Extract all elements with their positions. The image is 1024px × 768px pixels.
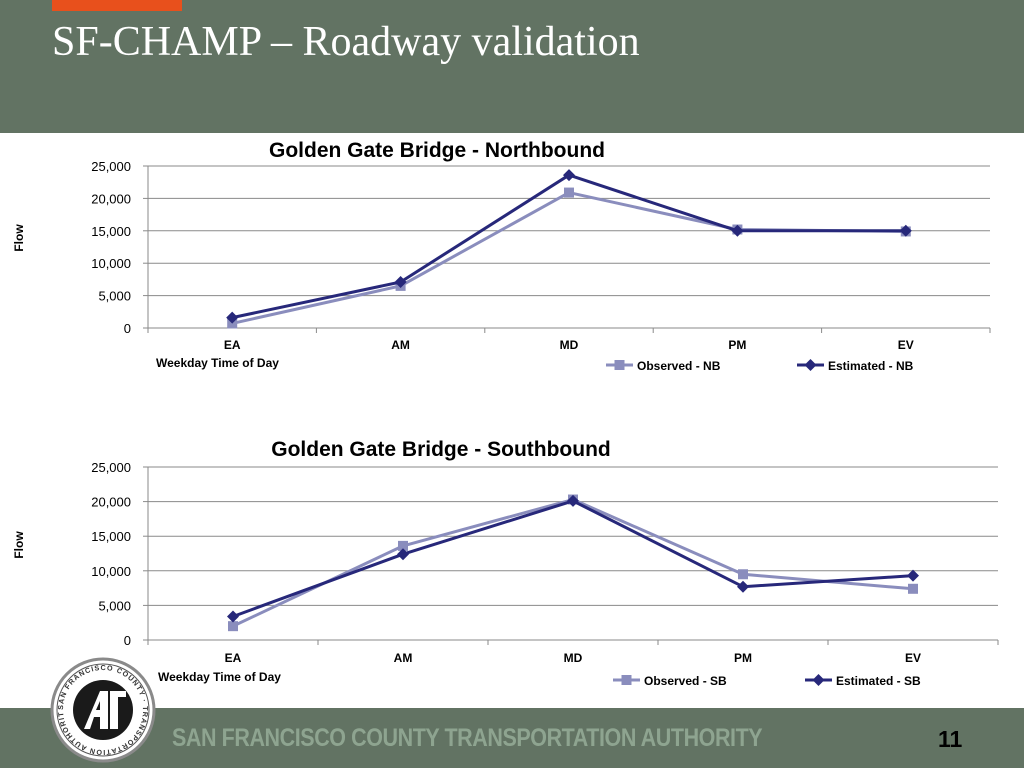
northbound-chart: Golden Gate Bridge - Northbound Flow 0 5,00… bbox=[12, 139, 991, 373]
y-tick-label: 10,000 bbox=[91, 256, 131, 271]
y-tick-label: 15,000 bbox=[91, 224, 131, 239]
sfcta-logo: SAN FRANCISCO COUNTY · TRANSPORTATION AU… bbox=[50, 657, 156, 763]
y-tick-label: 25,000 bbox=[91, 159, 131, 174]
data-point bbox=[908, 583, 918, 594]
y-axis-label: Flow bbox=[12, 224, 26, 252]
y-tick-label: 0 bbox=[124, 321, 131, 336]
x-axis-label: Weekday Time of Day bbox=[158, 670, 281, 684]
x-tick-label: PM bbox=[728, 338, 746, 352]
legend-marker bbox=[621, 675, 632, 685]
legend-label: Observed - SB bbox=[644, 674, 727, 688]
x-axis-label: Weekday Time of Day bbox=[156, 356, 279, 370]
x-tick-label: MD bbox=[560, 338, 579, 352]
legend-label: Estimated - NB bbox=[828, 359, 914, 373]
data-point bbox=[227, 610, 239, 623]
footer-banner bbox=[0, 708, 1024, 768]
chart-title: Golden Gate Bridge - Northbound bbox=[269, 139, 605, 162]
data-point bbox=[731, 224, 744, 237]
x-tick-label: EV bbox=[898, 338, 914, 352]
data-point bbox=[398, 540, 408, 551]
legend-label: Estimated - SB bbox=[836, 674, 921, 688]
data-point bbox=[563, 169, 575, 182]
data-point bbox=[397, 548, 409, 561]
y-tick-label: 25,000 bbox=[91, 460, 131, 475]
legend-marker bbox=[614, 360, 625, 370]
title-banner bbox=[0, 0, 1024, 133]
y-axis-label: Flow bbox=[12, 531, 26, 559]
y-tick-label: 20,000 bbox=[91, 191, 131, 206]
data-point bbox=[738, 569, 748, 580]
y-tick-label: 20,000 bbox=[91, 495, 131, 510]
data-point bbox=[567, 494, 579, 507]
footer-organization-name: SAN FRANCISCO COUNTY TRANSPORTATION AUTH… bbox=[172, 724, 763, 752]
y-tick-label: 10,000 bbox=[91, 564, 131, 579]
chart-title: Golden Gate Bridge - Southbound bbox=[271, 438, 610, 461]
southbound-chart: Golden Gate Bridge - Southbound Flow 0 5,00… bbox=[12, 438, 999, 688]
x-tick-label: EA bbox=[224, 338, 241, 352]
x-tick-label: MD bbox=[564, 651, 583, 665]
y-tick-label: 0 bbox=[124, 633, 131, 648]
x-tick-label: PM bbox=[734, 651, 752, 665]
legend-marker bbox=[804, 359, 817, 371]
x-tick-label: AM bbox=[391, 338, 410, 352]
x-tick-label: AM bbox=[394, 651, 413, 665]
data-point bbox=[737, 580, 749, 593]
series-line-nb-observed bbox=[231, 191, 906, 325]
legend-label: Observed - NB bbox=[637, 359, 721, 373]
data-point bbox=[226, 311, 239, 324]
x-tick-label: EA bbox=[225, 651, 242, 665]
legend-marker bbox=[812, 674, 825, 686]
page-number: 11 bbox=[938, 726, 963, 752]
data-point bbox=[394, 275, 407, 288]
data-point bbox=[564, 187, 574, 198]
accent-bar bbox=[52, 0, 182, 11]
data-point bbox=[899, 224, 912, 237]
x-tick-label: EV bbox=[905, 651, 921, 665]
data-point bbox=[907, 569, 919, 582]
series-line-sb-observed bbox=[232, 498, 914, 628]
y-tick-label: 5,000 bbox=[98, 598, 131, 613]
series-line-sb-estimated bbox=[232, 499, 914, 618]
y-tick-label: 15,000 bbox=[91, 529, 131, 544]
y-tick-label: 5,000 bbox=[98, 289, 131, 304]
data-point bbox=[228, 621, 238, 632]
slide-title: SF-CHAMP – Roadway validation bbox=[52, 19, 640, 65]
